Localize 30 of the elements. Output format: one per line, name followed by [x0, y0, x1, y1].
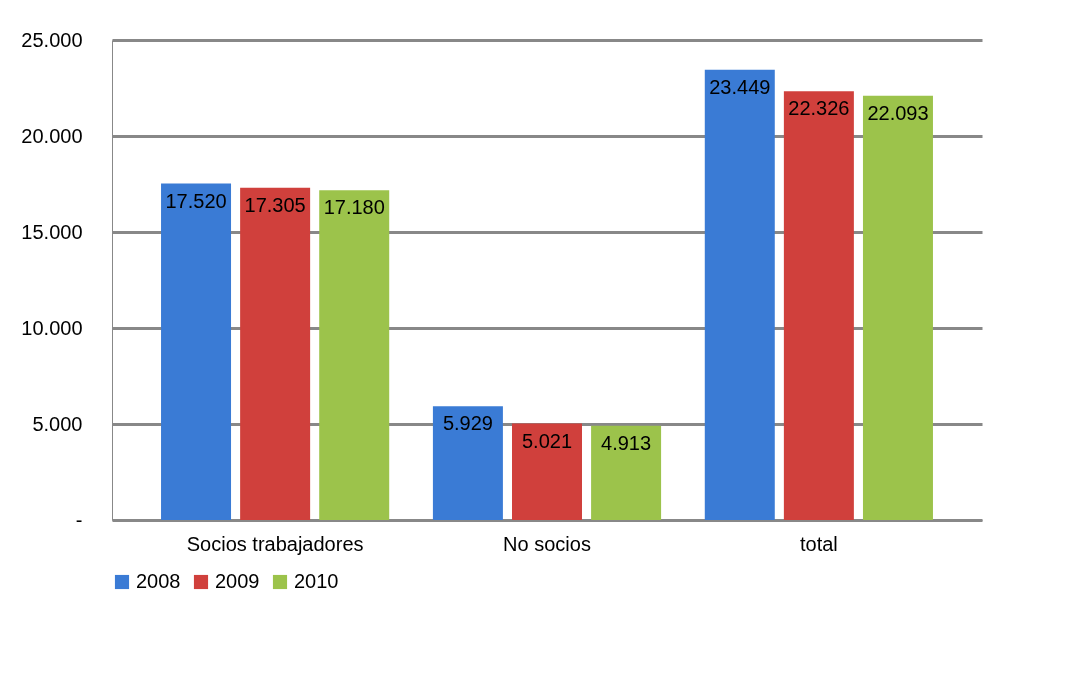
legend-label: 2008 [136, 570, 181, 592]
bar [512, 423, 582, 520]
bar [319, 190, 390, 520]
y-tick-label: 5.000 [32, 412, 83, 435]
data-label: 4.913 [601, 431, 652, 454]
data-label: 17.520 [165, 189, 227, 212]
y-tick-label: 25.000 [21, 28, 83, 51]
bar [591, 425, 662, 520]
x-tick-label: total [799, 532, 838, 555]
x-tick-label: No socios [503, 532, 591, 555]
data-label: 17.180 [323, 196, 385, 219]
legend-label: 2009 [215, 570, 260, 592]
data-label: 5.929 [442, 412, 493, 435]
y-tick-label: 10.000 [21, 316, 83, 339]
bar [161, 183, 232, 520]
bar [783, 91, 854, 520]
legend-label: 2010 [294, 570, 339, 592]
data-label: 23.449 [709, 75, 771, 98]
data-label: 5.021 [521, 429, 573, 452]
data-label: 17.305 [244, 193, 306, 216]
data-label: 22.093 [867, 101, 929, 124]
bar [704, 69, 775, 520]
bar [240, 187, 311, 520]
bar [862, 95, 933, 520]
bar [432, 406, 503, 520]
y-tick-label: - [75, 508, 83, 531]
data-label: 22.326 [788, 97, 850, 120]
x-tick-label: Socios trabajadores [186, 532, 364, 555]
y-tick-label: 20.000 [21, 124, 83, 147]
y-tick-label: 15.000 [21, 220, 83, 243]
